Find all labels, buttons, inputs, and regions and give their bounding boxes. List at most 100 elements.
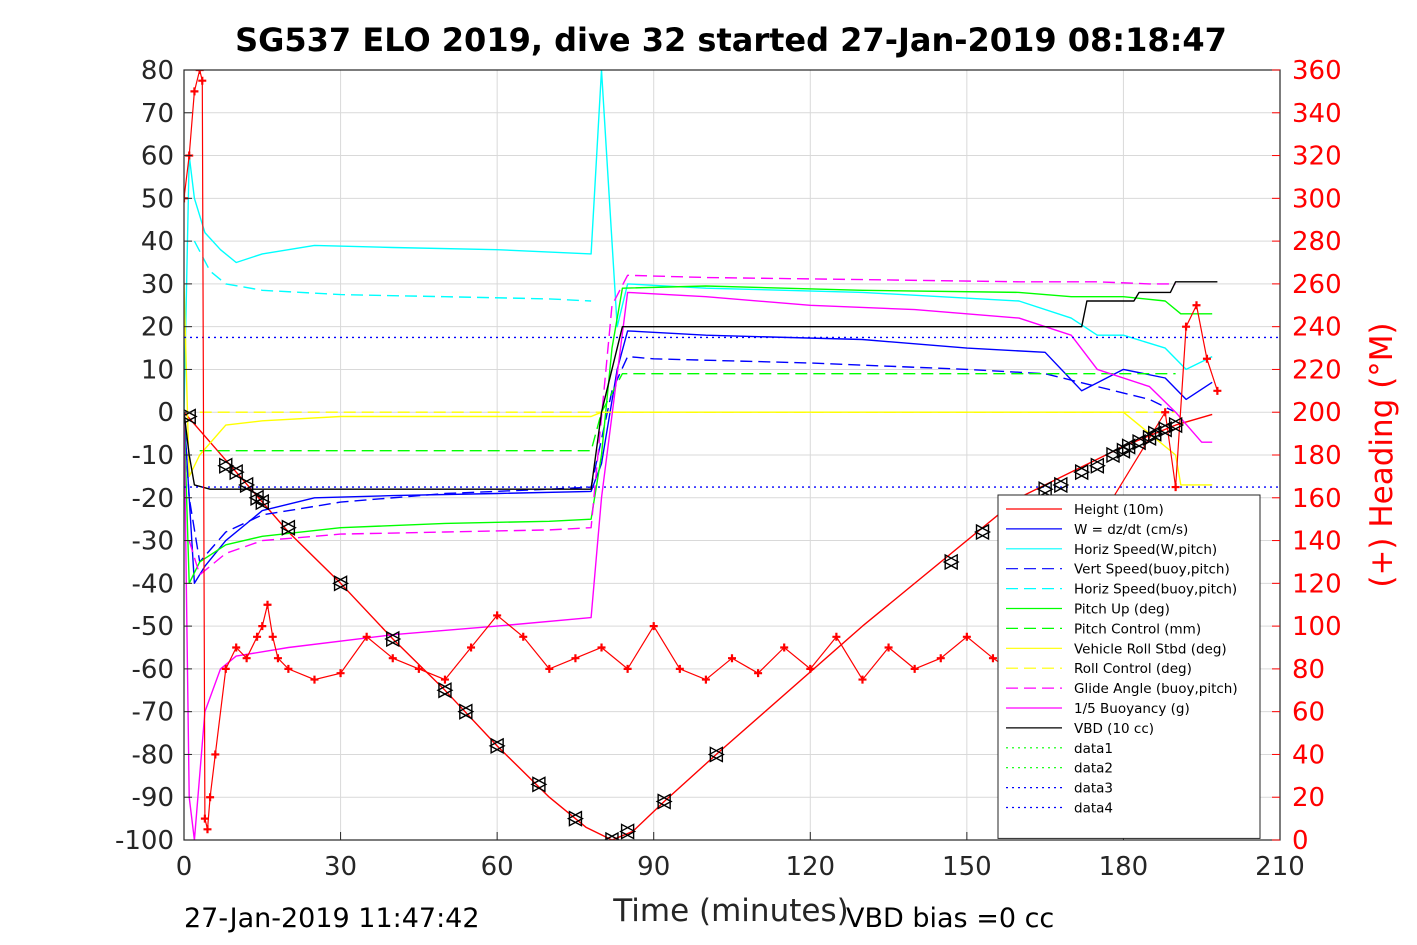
heading-point <box>962 632 971 641</box>
heading-point <box>571 654 580 663</box>
footer-timestamp: 27-Jan-2019 11:47:42 <box>184 903 480 934</box>
dive-marker-left <box>566 810 583 827</box>
heading-point <box>884 643 893 652</box>
legend: Height (10m) W = dz/dt (cm/s) Horiz Speed(… <box>997 494 1261 839</box>
heading-point <box>780 643 789 652</box>
heading-point <box>701 675 710 684</box>
dive-marker-left <box>1088 457 1105 474</box>
y-ticks-left: 80 70 60 50 40 30 20 10 0 -10 -20 -30 -40 -50 -60 -70 -8… <box>115 56 192 856</box>
dive-marker-left <box>707 746 724 763</box>
y-right-tick-label: 180 <box>1292 441 1342 471</box>
series-line-horiz-speed-w-pitch <box>184 70 1213 413</box>
dive-marker-left <box>974 523 990 541</box>
heading-point <box>623 664 632 673</box>
y-right-tick-label: 260 <box>1292 270 1342 300</box>
heading-point <box>310 675 319 684</box>
dive-marker-left <box>332 575 348 592</box>
heading-point <box>414 664 423 673</box>
legend-label: Glide Angle (buoy,pitch) <box>1074 681 1238 697</box>
heading-point <box>936 654 945 663</box>
y-tick-label: 20 <box>141 313 174 343</box>
heading-point <box>1161 408 1170 417</box>
y-ticks-right: 3603403203002802602402202001801601401201… <box>1272 56 1342 856</box>
series-line-height-10m <box>184 411 1213 840</box>
heading-point <box>806 664 815 673</box>
dive-marker-left <box>942 553 958 571</box>
heading-point <box>649 622 658 631</box>
y-tick-label: 0 <box>157 398 174 428</box>
y-tick-label: -10 <box>132 441 174 471</box>
y-tick-label: 60 <box>141 142 174 172</box>
legend-label: data2 <box>1074 761 1113 777</box>
dive-marker-left <box>457 703 473 720</box>
dive-marker-left <box>184 408 196 425</box>
heading-point <box>1213 386 1222 395</box>
dive-marker-left <box>227 463 243 481</box>
y-right-tick-label: 280 <box>1292 227 1342 257</box>
heading-point <box>858 675 867 684</box>
heading-point <box>242 654 251 663</box>
series-layer <box>184 70 1280 840</box>
dive-marker-left <box>530 776 546 793</box>
legend-label: data4 <box>1074 801 1113 817</box>
heading-point <box>675 664 684 673</box>
heading-point <box>198 76 207 85</box>
series-line-vert-speed-buoy-pitch <box>184 355 1176 563</box>
y-right-tick-label: 220 <box>1292 355 1342 385</box>
y-right-tick-label: 0 <box>1292 826 1309 856</box>
heading-point <box>728 654 736 663</box>
dive-markers-layer <box>184 408 1185 840</box>
heading-point <box>910 664 919 673</box>
y-tick-label: -100 <box>115 826 174 856</box>
y-right-tick-label: 340 <box>1292 99 1342 129</box>
y-tick-label: -90 <box>132 783 174 813</box>
dive-marker-left <box>253 493 269 511</box>
heading-point <box>832 632 841 641</box>
x-tick-label: 120 <box>785 852 835 882</box>
dive-marker-left <box>1167 416 1183 434</box>
series-line-w-dz-dt-cm-s <box>184 330 1213 584</box>
y-right-tick-label: 160 <box>1292 484 1342 514</box>
y-right-tick-label: 300 <box>1292 184 1342 214</box>
y-tick-label: -40 <box>132 569 174 599</box>
y-right-tick-label: 80 <box>1292 655 1325 685</box>
heading-point <box>206 793 215 802</box>
x-tick-label: 180 <box>1099 852 1149 882</box>
x-tick-label: 150 <box>942 852 992 882</box>
heading-point <box>1192 301 1201 310</box>
dive-marker-left <box>619 823 635 840</box>
heading-point <box>493 611 502 620</box>
series-line-vbd-10-cc <box>184 281 1218 490</box>
heading-point <box>263 600 272 609</box>
footer-vbd-bias: VBD bias =0 cc <box>846 903 1054 934</box>
dive-marker-left <box>655 793 671 810</box>
series-line-horiz-speed-buoy-pitch <box>193 240 592 302</box>
heading-point <box>1182 322 1191 331</box>
legend-label: Height (10m) <box>1074 502 1164 518</box>
heading-point <box>1171 483 1180 492</box>
legend-label: data1 <box>1074 741 1113 757</box>
x-tick-label: 0 <box>176 852 193 882</box>
x-tick-label: 30 <box>324 852 357 882</box>
heading-point <box>268 632 277 641</box>
y-tick-label: 50 <box>141 184 174 214</box>
y-tick-label: -60 <box>132 655 174 685</box>
y-right-tick-label: 60 <box>1292 698 1325 728</box>
heading-point <box>597 643 606 652</box>
heading-line <box>184 70 1218 830</box>
legend-label: Horiz Speed(buoy,pitch) <box>1074 582 1237 598</box>
y-tick-label: -50 <box>132 612 174 642</box>
heading-point <box>545 664 554 673</box>
y-right-tick-label: 40 <box>1292 740 1325 770</box>
y-tick-label: 30 <box>141 270 174 300</box>
dive-marker-left <box>1146 425 1162 442</box>
dive-marker-left <box>1052 476 1068 494</box>
legend-label: Vert Speed(buoy,pitch) <box>1074 562 1230 578</box>
y-right-tick-label: 140 <box>1292 527 1342 557</box>
chart-title: SG537 ELO 2019, dive 32 started 27-Jan-2… <box>235 21 1227 59</box>
x-tick-label: 60 <box>481 852 514 882</box>
y-right-tick-label: 360 <box>1292 56 1342 86</box>
x-axis-label: Time (minutes) <box>612 893 848 929</box>
dive-marker-left <box>488 737 504 755</box>
